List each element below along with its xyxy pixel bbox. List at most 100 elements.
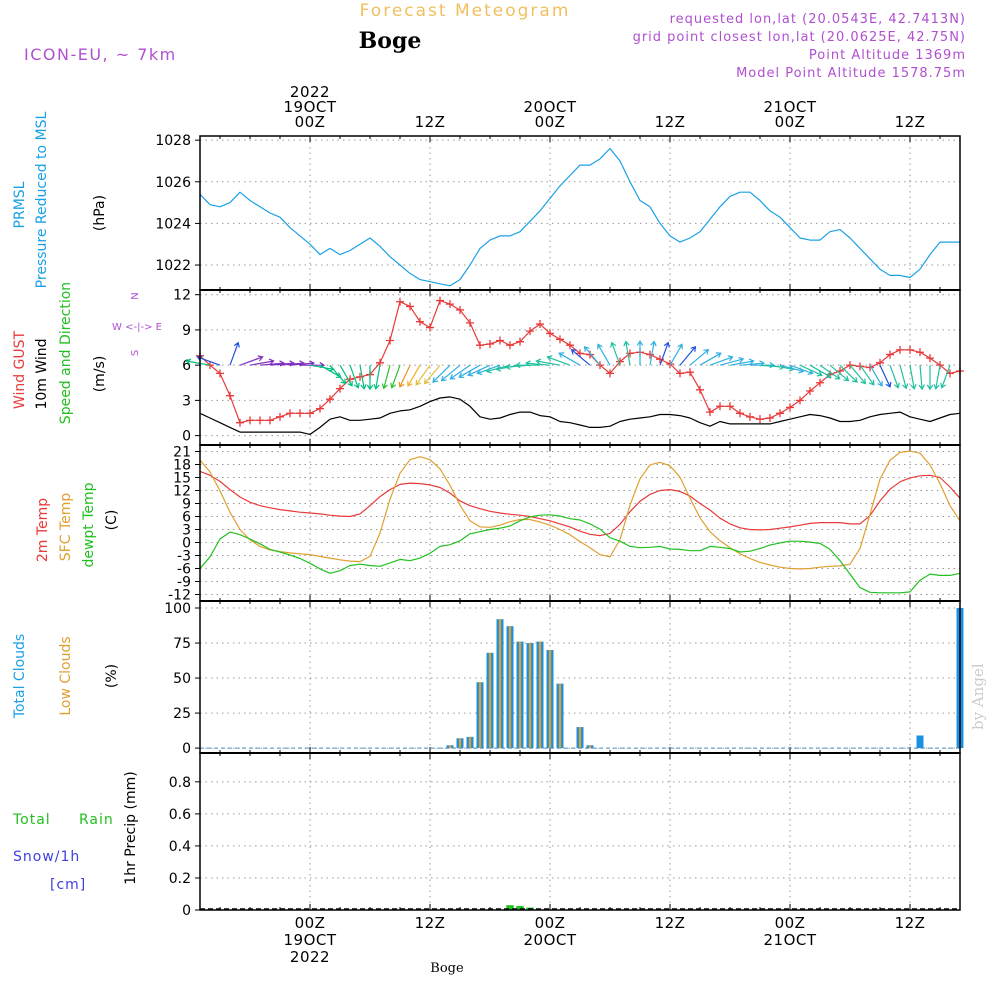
y-tick-label: 75: [173, 636, 191, 652]
grid-point-coords: grid point closest lon,lat (20.0625E, 42…: [633, 30, 966, 45]
wind-arrow: [185, 358, 211, 366]
y-tick-label: -6: [177, 562, 191, 578]
wind-arrow: [849, 364, 867, 385]
rain-bar: [506, 905, 514, 910]
y-tick-label: 50: [173, 671, 191, 687]
wind-arrow: [719, 356, 745, 366]
total-clouds-label: Total Clouds: [12, 634, 28, 719]
gust-marker: [906, 345, 914, 354]
dewpt-line: [199, 514, 961, 594]
gust-marker: [266, 416, 274, 425]
y-tick-label: 0: [182, 536, 191, 552]
wind-arrow: [349, 364, 360, 389]
panel-frame: [199, 752, 961, 911]
gust-marker: [856, 362, 864, 371]
gust-marker: [696, 385, 704, 394]
wind-arrow: [669, 343, 683, 366]
low-clouds-label: Low Clouds: [58, 636, 74, 715]
gust-marker: [416, 317, 424, 326]
low-cloud-bar: [488, 652, 492, 749]
y-tick-label: 1024: [155, 216, 191, 232]
wind-arrow: [869, 364, 883, 387]
gust-marker: [706, 408, 714, 417]
top-time-label: 21OCT: [763, 98, 816, 116]
wind-arrow: [799, 364, 823, 377]
wind-arrow: [407, 364, 421, 387]
y-tick-label: 0.6: [169, 807, 191, 823]
top-time-label: 12Z: [655, 113, 686, 131]
y-tick-label: 100: [164, 601, 191, 617]
wind-arrow: [339, 364, 353, 387]
wind-arrow: [610, 341, 621, 366]
gust-marker: [766, 413, 774, 422]
bottom-time-label: 2022: [290, 948, 330, 966]
gust-marker: [606, 369, 614, 378]
gust-marker: [806, 386, 814, 395]
gust-marker: [506, 341, 514, 350]
low-cloud-bar: [508, 626, 512, 749]
compass-we: W <-|-> E: [112, 322, 162, 333]
gust-marker: [426, 323, 434, 332]
precip-labels: Total Rain Snow/1h [cm] 1hr Precip (mm): [12, 771, 139, 893]
wind-arrow: [249, 358, 275, 366]
low-cloud-bar: [458, 738, 462, 749]
total-label: Total: [12, 812, 51, 828]
wind-arrow: [859, 364, 875, 386]
wind-arrow: [623, 340, 631, 366]
y-tick-label: 0: [182, 429, 191, 445]
gust-marker: [666, 359, 674, 368]
pressure-line: [199, 147, 960, 287]
gust-marker: [456, 305, 464, 314]
y-tick-label: 25: [173, 706, 191, 722]
low-cloud-bar: [478, 682, 482, 749]
wind-arrow: [329, 364, 347, 385]
gust-marker: [406, 302, 414, 311]
gust-marker: [926, 354, 934, 363]
panel-0: 1022 1024 1026 1028: [155, 133, 960, 290]
wind-arrow: [381, 365, 391, 390]
gust-marker: [896, 345, 904, 354]
gust-marker: [466, 318, 474, 327]
top-time-label: 12Z: [895, 113, 926, 131]
wind-arrow: [597, 343, 611, 366]
y-tick-label: -3: [177, 549, 191, 565]
gust-marker: [746, 412, 754, 421]
wind-arrow: [839, 364, 858, 383]
gust-marker: [316, 404, 324, 413]
wind-arrow: [373, 365, 381, 390]
wind-arrow: [239, 355, 264, 366]
t2m-label: 2m Temp: [35, 498, 51, 562]
y-tick-label: -12: [168, 588, 191, 604]
y-tick-label: 1028: [155, 133, 191, 149]
gust-marker: [816, 378, 824, 387]
precip-axis-label: 1hr Precip (mm): [123, 771, 139, 884]
low-cloud-bar: [498, 619, 502, 749]
y-tick-label: -9: [177, 575, 191, 591]
gust-marker: [236, 418, 244, 427]
wind-arrow: [449, 364, 471, 380]
top-time-label: 00Z: [775, 113, 806, 131]
wind-arrow: [879, 364, 892, 388]
compass-north: N: [130, 292, 141, 299]
snow-unit: [cm]: [50, 877, 86, 893]
low-cloud-bar: [548, 650, 552, 749]
gust-marker: [496, 336, 504, 345]
y-tick-label: 9: [182, 497, 191, 513]
wind-arrow: [679, 345, 697, 366]
y-tick-label: 6: [182, 358, 191, 374]
wind-arrow: [689, 348, 710, 366]
gust-marker: [486, 340, 494, 349]
gust-marker: [566, 341, 574, 350]
wind-arrow: [558, 352, 581, 366]
pressure-msl-label: Pressure Reduced to MSL: [34, 111, 50, 288]
wind-arrow: [809, 364, 832, 378]
wind-arrow: [933, 365, 941, 390]
bottom-time-label: 00Z: [775, 914, 806, 932]
gust-marker: [676, 369, 684, 378]
wind-arrow: [398, 364, 411, 388]
gust-marker: [226, 391, 234, 400]
wind-arrow: [415, 364, 431, 386]
y-tick-label: 0: [182, 903, 191, 919]
cloud-labels: Total Clouds Low Clouds (%): [12, 634, 120, 719]
